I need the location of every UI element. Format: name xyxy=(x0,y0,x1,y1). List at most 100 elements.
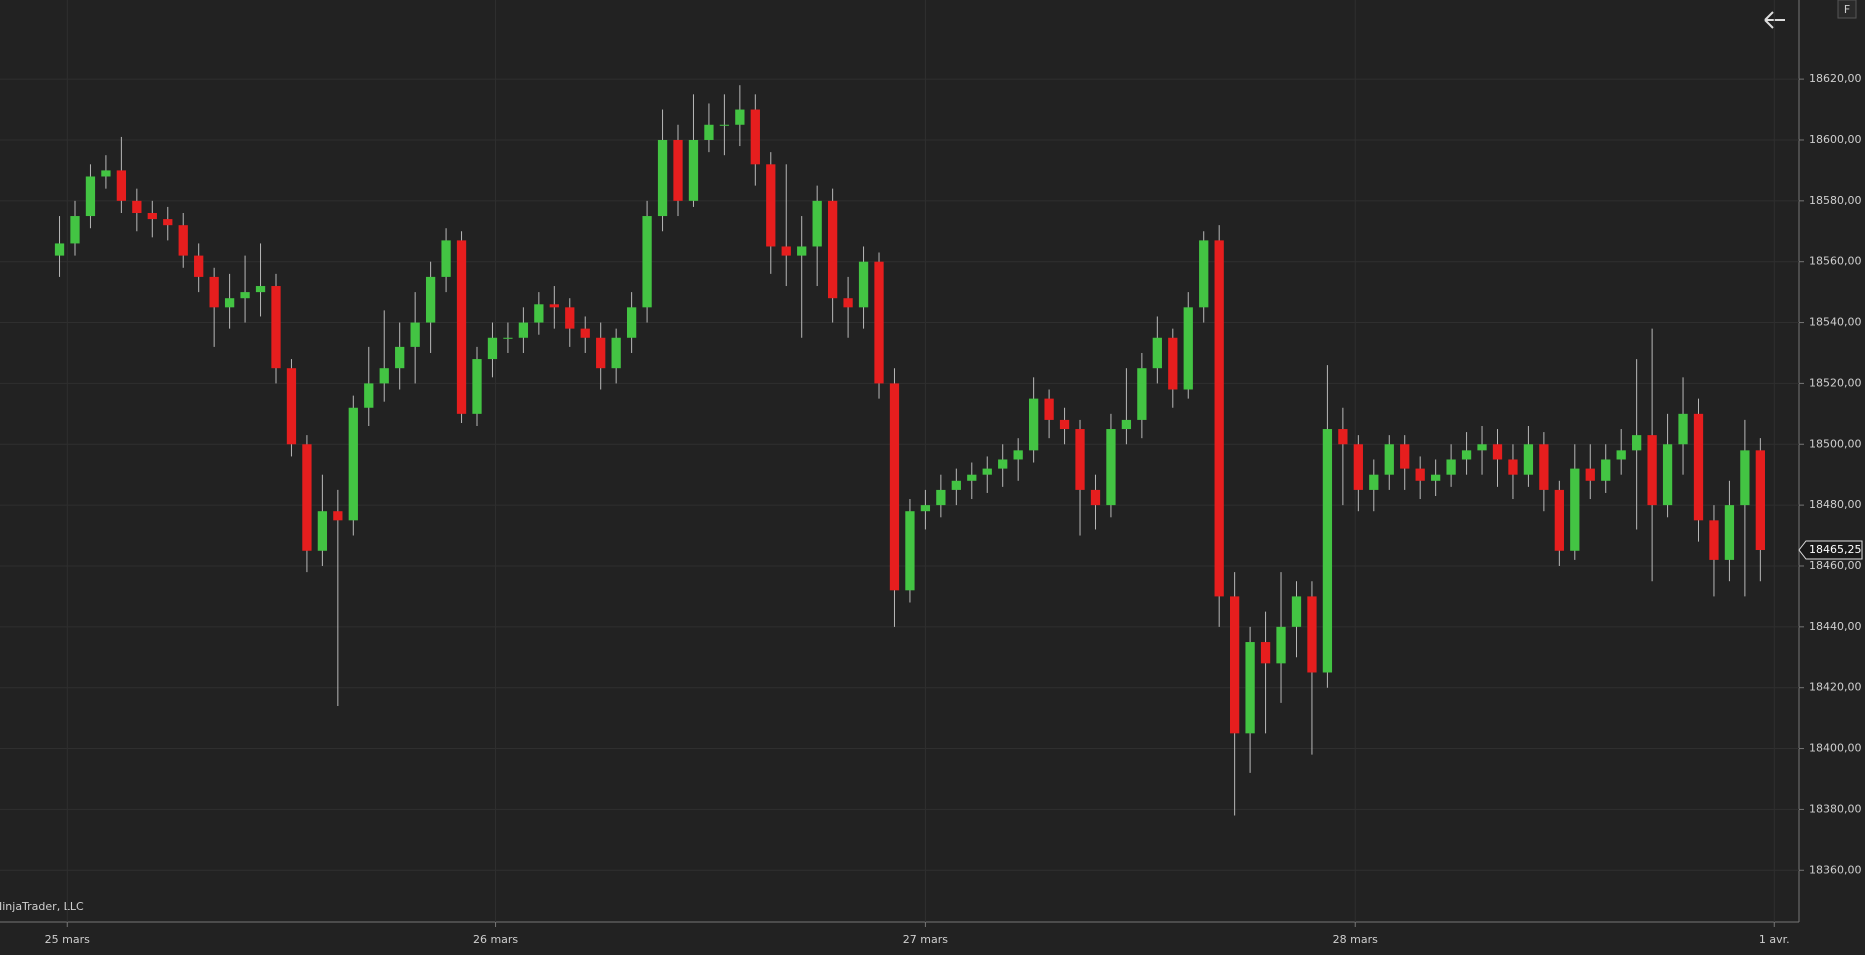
candle-body xyxy=(1632,435,1642,451)
candle-body xyxy=(1044,398,1054,420)
candle-body xyxy=(132,200,142,214)
corner-box[interactable] xyxy=(1837,0,1857,19)
candle-body xyxy=(379,368,389,384)
candle-body xyxy=(1369,474,1379,490)
candle-body xyxy=(518,322,529,338)
candle-body xyxy=(1353,444,1363,490)
candle-body xyxy=(719,124,730,126)
x-tick-label: 28 mars xyxy=(1333,933,1378,946)
candle-body xyxy=(1028,398,1039,451)
candle-body xyxy=(1415,468,1425,481)
candle-body xyxy=(472,359,482,414)
candle-body xyxy=(858,261,869,308)
candle-body xyxy=(889,383,900,591)
candle-body xyxy=(1400,444,1410,469)
candle-body xyxy=(750,109,760,165)
candle-body xyxy=(1693,413,1704,521)
y-tick-label: 18460,00 xyxy=(1809,559,1862,572)
candle-body xyxy=(1461,450,1472,460)
candle-body xyxy=(224,298,235,308)
candle-body xyxy=(642,216,652,308)
candle-body xyxy=(1152,337,1162,369)
candle-body xyxy=(240,292,250,299)
candle-body xyxy=(147,213,157,220)
candle-body xyxy=(998,459,1008,469)
x-tick-label: 26 mars xyxy=(473,933,518,946)
candle-body xyxy=(843,298,853,308)
candle-body xyxy=(1338,429,1348,445)
candle-body xyxy=(781,246,791,256)
candle-body xyxy=(1183,307,1193,390)
candle-body xyxy=(503,337,513,339)
candle-body xyxy=(209,276,219,308)
candle-body xyxy=(348,407,358,521)
candle-body xyxy=(797,246,807,256)
candle-body xyxy=(936,489,946,506)
candle-body xyxy=(1431,474,1441,481)
candle-body xyxy=(704,124,714,140)
y-tick-label: 18360,00 xyxy=(1809,863,1862,876)
candle-body xyxy=(626,307,637,338)
candle-body xyxy=(255,286,266,293)
candle-body xyxy=(534,304,544,323)
candle-body xyxy=(1601,459,1611,481)
candle-body xyxy=(317,511,328,551)
candle-body xyxy=(70,216,80,244)
corner-label[interactable]: F xyxy=(1844,3,1850,16)
candle-body xyxy=(1523,444,1534,475)
candle-body xyxy=(101,170,111,177)
last-price-marker xyxy=(1798,540,1863,560)
watermark: NinjaTrader, LLC xyxy=(0,900,84,913)
candle-body xyxy=(1446,459,1456,475)
candle-body xyxy=(1709,520,1719,560)
back-button[interactable] xyxy=(1764,11,1785,29)
candle-body xyxy=(565,307,575,329)
y-tick-label: 18500,00 xyxy=(1809,437,1862,450)
candle-body xyxy=(982,468,992,475)
candle-body xyxy=(1740,450,1750,506)
candle-body xyxy=(1090,489,1101,506)
candle-body xyxy=(1121,419,1132,430)
candle-body xyxy=(1616,450,1626,460)
candle-body xyxy=(1662,444,1673,506)
candle-body xyxy=(967,474,977,481)
candle-body xyxy=(1245,642,1255,734)
candle-body xyxy=(1276,626,1286,664)
candle-body xyxy=(874,261,884,384)
candle-body xyxy=(549,304,559,308)
candle-body xyxy=(1214,240,1224,597)
candle-body xyxy=(1539,444,1549,490)
y-tick-label: 18420,00 xyxy=(1809,681,1862,694)
y-tick-label: 18480,00 xyxy=(1809,498,1862,511)
candle-body xyxy=(1137,368,1147,420)
candle-body xyxy=(1199,240,1209,308)
candle-body xyxy=(333,511,343,521)
candle-body xyxy=(1755,450,1765,551)
candle-body xyxy=(657,139,668,217)
candle-body xyxy=(1678,413,1688,445)
candle-body xyxy=(673,139,683,201)
candle-body xyxy=(688,139,699,201)
candle-body xyxy=(905,511,915,591)
candle-body xyxy=(1647,435,1657,506)
candle-body xyxy=(1229,596,1240,734)
y-tick-label: 18520,00 xyxy=(1809,376,1862,389)
candle-body xyxy=(1554,489,1564,551)
candle-body xyxy=(1168,337,1178,390)
y-tick-label: 18620,00 xyxy=(1809,72,1862,85)
candle-body xyxy=(1075,429,1085,490)
candle-body xyxy=(1508,459,1518,475)
candle-body xyxy=(286,368,297,445)
candle-body xyxy=(441,240,451,277)
candle-body xyxy=(1260,642,1271,664)
candle-body xyxy=(1307,596,1317,673)
y-tick-label: 18600,00 xyxy=(1809,133,1862,146)
last-price-label: 18465,25 xyxy=(1809,543,1862,556)
x-tick-label: 25 mars xyxy=(45,933,90,946)
candle-body xyxy=(1291,596,1302,627)
y-tick-label: 18440,00 xyxy=(1809,620,1862,633)
candle-body xyxy=(611,337,621,369)
candle-body xyxy=(487,337,498,360)
